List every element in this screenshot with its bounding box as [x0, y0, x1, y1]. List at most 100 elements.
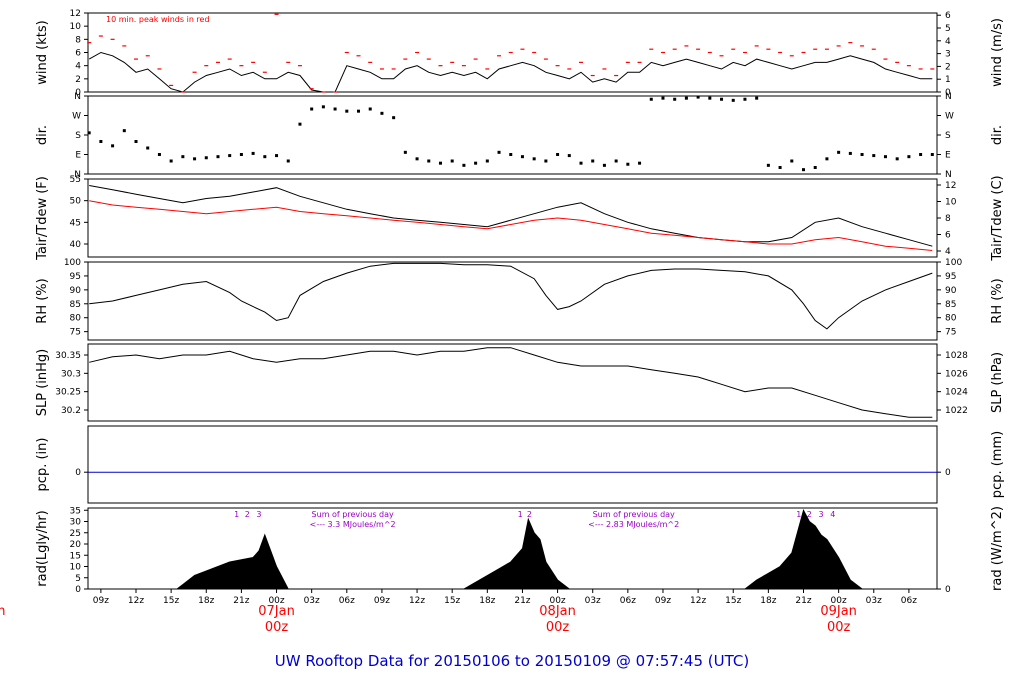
dir-panel: dir. dir.N NE ES SW WN N	[35, 92, 1005, 180]
dir-point	[251, 151, 255, 155]
wind-ytick-right-label: 6	[945, 11, 951, 21]
temp-ytick-left-label: 55	[70, 175, 81, 185]
rad-ytick-left-label: 20	[70, 540, 82, 550]
dir-point	[778, 166, 782, 169]
dir-point	[509, 153, 513, 156]
dir-point	[239, 153, 243, 156]
dir-point	[438, 161, 442, 165]
dir-point	[720, 97, 724, 101]
rad-hour-mark: 3	[256, 510, 261, 519]
dir-point	[134, 140, 138, 143]
temp-ytick-left-label: 50	[70, 197, 82, 207]
dir-point	[415, 157, 419, 161]
wind-ytick-left-label: 4	[75, 62, 81, 72]
rh-ylabel-right: RH (%)	[990, 278, 1005, 323]
rad-panel: rad(Lgly/hr)rad (W/m^2)05101520253035010…	[35, 506, 1005, 595]
dir-point	[333, 107, 337, 111]
day-label: Jan	[0, 604, 6, 619]
dir-point	[708, 96, 712, 100]
dir-point	[520, 155, 524, 159]
dir-point	[532, 157, 536, 161]
rh-ytick-left-label: 85	[70, 300, 81, 310]
dir-point	[392, 116, 396, 120]
wind-ink-line	[88, 51, 933, 93]
dir-point	[275, 154, 279, 158]
day-hour-label: 00z	[265, 620, 289, 635]
dir-ytick-left-label: N	[74, 170, 81, 180]
temp-ytick-left-label: 40	[70, 240, 82, 250]
rh-ytick-left-label: 100	[64, 258, 81, 268]
x-tick-label: 21z	[233, 596, 249, 606]
x-tick-label: 12z	[690, 596, 706, 606]
dir-point	[99, 140, 103, 143]
dir-point	[146, 146, 150, 150]
pcp-ylabel-left: pcp. (in)	[35, 438, 50, 492]
temp-ytick-right-label: 6	[945, 231, 951, 241]
rh-ytick-right-label: 85	[945, 300, 956, 310]
day-hour-label: 00z	[546, 620, 570, 635]
rad-hour-mark: 2	[527, 510, 532, 519]
rad-ytick-left-label: 35	[70, 506, 81, 516]
slp-ytick-left-label: 30.2	[61, 406, 81, 416]
dir-ylabel-left: dir.	[35, 125, 50, 145]
rh-panel: RH (%) RH (%) 75 80 85 90 95 100 75 80 85 90 95 100	[35, 258, 1005, 341]
dir-point	[450, 159, 454, 163]
rad-ytick-left-label: 10	[70, 563, 82, 573]
temp-ytick-right-label: 12	[945, 181, 956, 191]
page-title: UW Rooftop Data for 20150106 to 20150109…	[275, 652, 749, 670]
dir-ytick-right-label: S	[945, 131, 951, 141]
x-tick-label: 09z	[655, 596, 671, 606]
x-tick-label: 21z	[795, 596, 811, 606]
dir-point	[790, 159, 794, 163]
dir-point	[427, 159, 431, 163]
dir-ytick-right-label: W	[945, 112, 954, 122]
dir-point	[860, 153, 864, 156]
rad-hour-mark: 1	[796, 510, 801, 519]
dir-point	[380, 111, 384, 115]
x-tick-label: 18z	[198, 596, 214, 606]
dir-point	[696, 95, 700, 99]
x-tick-label: 09z	[374, 596, 390, 606]
dir-point	[556, 153, 560, 156]
x-tick-label: 00z	[268, 596, 284, 606]
x-tick-label: 15z	[163, 596, 179, 606]
dir-point	[111, 144, 115, 148]
dir-point	[181, 155, 185, 159]
dir-point	[895, 157, 899, 161]
dir-point	[602, 163, 606, 167]
dir-point	[310, 107, 314, 111]
wind-ytick-left-label: 6	[75, 49, 81, 59]
x-tick-label: 09z	[93, 596, 109, 606]
rad-ytick-left-label: 5	[75, 574, 81, 584]
dir-point	[649, 97, 653, 101]
x-tick-label: 15z	[444, 596, 460, 606]
day-label: 07Jan	[258, 604, 295, 619]
rh-ytick-right-label: 90	[945, 286, 957, 296]
day-label: 08Jan	[539, 604, 576, 619]
rad-hour-mark: 4	[830, 510, 835, 519]
dir-frame	[87, 95, 938, 175]
x-tick-label: 00z	[831, 596, 847, 606]
rh-ytick-right-label: 95	[945, 272, 956, 282]
day-hour-label: 00z	[827, 620, 851, 635]
x-tick-label: 18z	[479, 596, 495, 606]
rad-hour-mark: 1	[234, 510, 239, 519]
temp-ylabel-left: Tair/Tdew (F)	[35, 176, 50, 261]
dir-ylabel-right: dir.	[990, 125, 1005, 145]
dir-point	[626, 162, 630, 166]
rad-ytick-right-label: 0	[945, 585, 951, 595]
wind-ytick-right-label: 4	[945, 37, 951, 47]
x-tick-label: 18z	[760, 596, 776, 606]
dir-point	[263, 155, 267, 159]
slp-frame	[87, 343, 938, 422]
wind-ytick-left-label: 10	[70, 22, 82, 32]
dir-point	[485, 159, 489, 163]
rad-sum-label: Sum of previous day	[593, 510, 675, 519]
dir-point	[462, 163, 466, 167]
rad-sum-label: Sum of previous day	[312, 510, 394, 519]
dir-ytick-left-label: E	[75, 151, 81, 161]
dir-point	[825, 157, 829, 161]
dir-point	[403, 150, 407, 154]
wind-ytick-right-label: 3	[945, 50, 951, 60]
day-label: 09Jan	[820, 604, 857, 619]
